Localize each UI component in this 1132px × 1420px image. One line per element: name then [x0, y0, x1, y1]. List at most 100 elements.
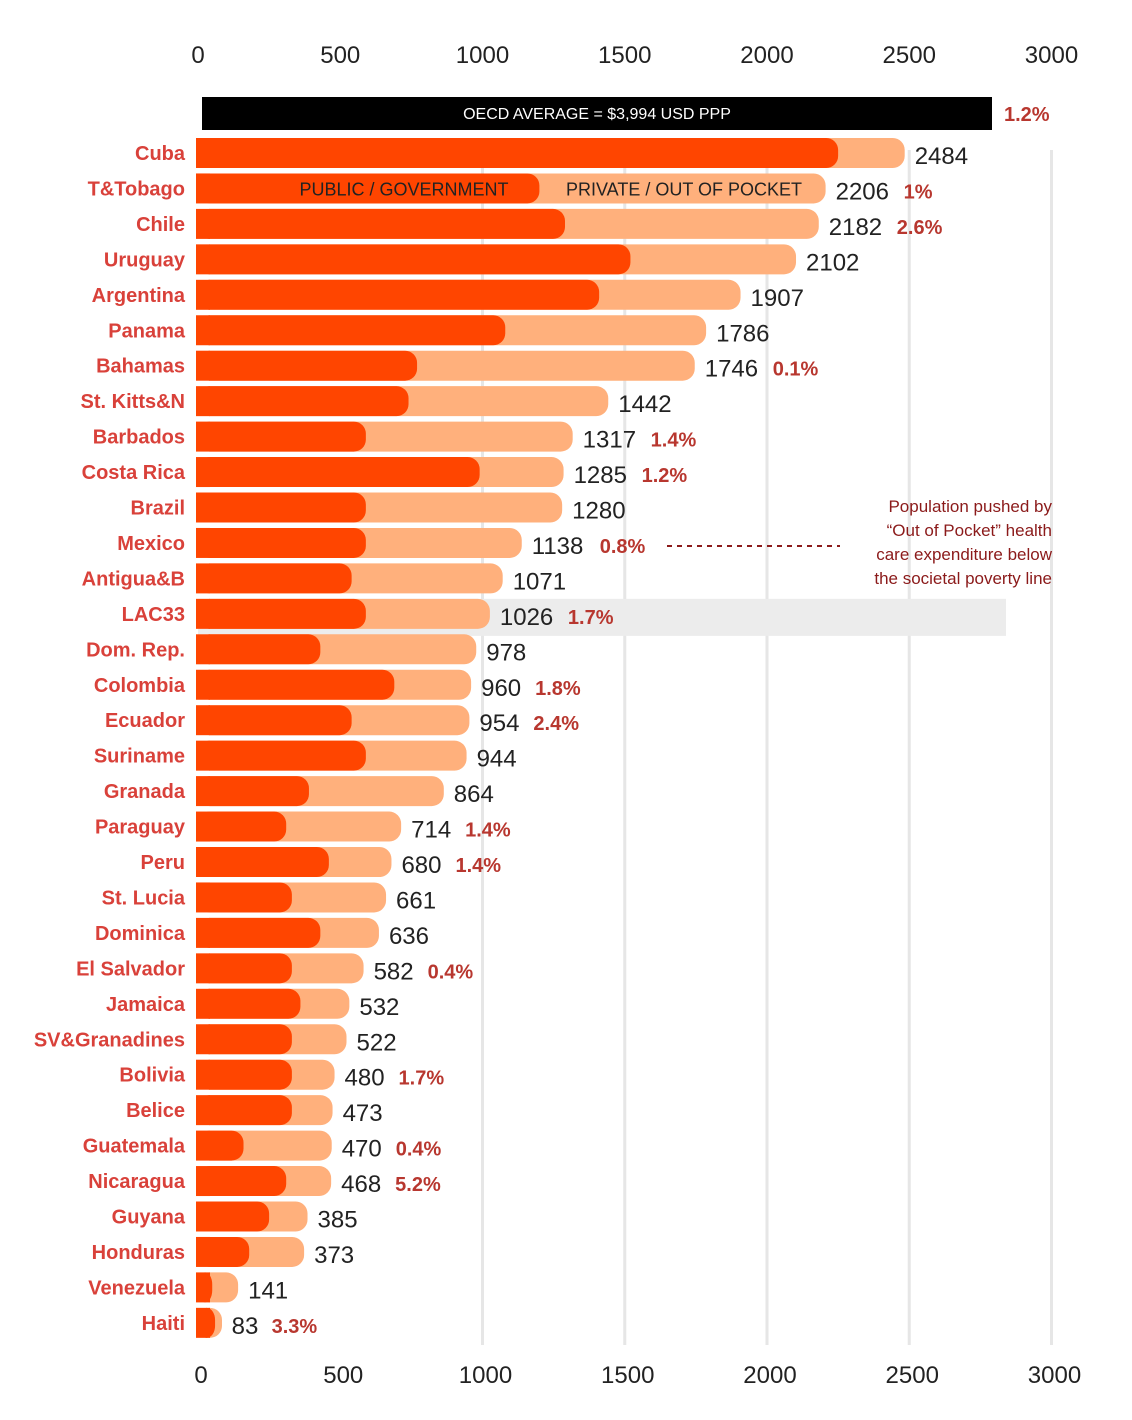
bar-segment-public: [198, 315, 506, 346]
bar-segment-public: [198, 634, 321, 665]
country-label: T&Tobago: [88, 178, 185, 200]
total-value-label: 944: [477, 746, 517, 773]
bar-row: T&Tobago 2206 1%: [88, 173, 933, 205]
bar-row: Dominica 636: [95, 917, 429, 950]
country-label: Suriname: [94, 746, 185, 768]
bar-segment-public-cap: [196, 740, 210, 771]
x-tick-label-top: 1500: [598, 42, 651, 69]
legend-public-label: PUBLIC / GOVERNMENT: [299, 179, 508, 199]
bar-row: Paraguay 714 1.4%: [95, 811, 511, 844]
bar-segment-public-cap: [196, 315, 210, 346]
country-label: Argentina: [92, 285, 186, 307]
x-tick-label-top: 1000: [456, 42, 509, 69]
oecd-average-pct: 1.2%: [1004, 104, 1050, 126]
annotation-line: “Out of Pocket” health: [887, 521, 1052, 540]
total-value-label: 532: [359, 994, 399, 1021]
bar-row: Mexico 1138 0.8%: [117, 527, 646, 560]
poverty-pct-label: 2.4%: [533, 713, 579, 735]
total-value-label: 960: [481, 675, 521, 702]
oecd-average-label: OECD AVERAGE = $3,994 USD PPP: [463, 106, 731, 123]
bar-segment-public: [198, 847, 329, 877]
bar-row: Colombia 960 1.8%: [94, 669, 581, 702]
country-label: Chile: [136, 214, 185, 236]
total-value-label: 582: [374, 958, 414, 985]
x-tick-label-top: 2000: [740, 42, 793, 69]
bar-row: Cuba 2484: [135, 138, 968, 170]
legend: PUBLIC / GOVERNMENT PRIVATE / OUT OF POC…: [299, 179, 802, 199]
bar-segment-public-cap: [196, 1095, 210, 1126]
bar-segment-public: [198, 1024, 292, 1055]
bar-segment-public: [198, 279, 600, 310]
bar-segment-public-cap: [196, 1236, 210, 1267]
x-tick-label-top: 3000: [1025, 42, 1078, 69]
top-axis: 0 500 1000 1500 2000 2500 3000: [191, 42, 1078, 69]
total-value-label: 954: [479, 710, 519, 737]
country-label: Honduras: [92, 1242, 185, 1264]
bottom-axis: 0 500 1000 1500 2000 2500 3000: [194, 1362, 1081, 1389]
bar-segment-public: [198, 953, 292, 984]
bar-segment-public-cap: [196, 457, 210, 488]
x-tick-label-bottom: 500: [323, 1362, 363, 1389]
bar-row: Belice 473: [126, 1095, 383, 1127]
bar-row: Peru 680 1.4%: [141, 847, 501, 879]
bar-row: Brazil 1280: [131, 492, 626, 525]
bar-row: Guyana 385: [112, 1201, 358, 1234]
bar-row: Suriname 944: [94, 740, 517, 773]
bar-segment-public-cap: [196, 634, 210, 665]
country-label: Bahamas: [96, 356, 185, 378]
bar-segment-public-cap: [196, 386, 210, 417]
bar-row: Chile 2182 2.6%: [136, 208, 943, 241]
x-tick-label-bottom: 3000: [1028, 1362, 1081, 1389]
total-value-label: 2182: [829, 214, 882, 241]
bar-row: Bahamas 1746 0.1%: [96, 350, 819, 383]
oecd-average-rect: [202, 97, 992, 130]
bars: Cuba 2484 T&Tobago 2206 1% Chile 2182 2.6% Urugu…: [34, 138, 968, 1340]
total-value-label: 978: [486, 639, 526, 666]
country-label: Antigua&B: [82, 568, 185, 590]
bar-row: Costa Rica 1285 1.2%: [82, 457, 687, 489]
x-tick-label-bottom: 2000: [743, 1362, 796, 1389]
bar-segment-public: [198, 1166, 287, 1197]
bar-row: Ecuador 954 2.4%: [105, 705, 579, 737]
bar-segment-public-cap: [196, 953, 210, 984]
total-value-label: 373: [314, 1242, 354, 1269]
bar-row: Panama 1786: [108, 315, 770, 347]
legend-private-label: PRIVATE / OUT OF POCKET: [566, 179, 802, 199]
bar-segment-public: [198, 705, 352, 736]
country-label: Panama: [108, 320, 186, 342]
total-value-label: 1071: [513, 568, 566, 595]
bar-segment-public-cap: [196, 1130, 210, 1161]
country-label: Peru: [141, 852, 185, 874]
bar-segment-public: [198, 669, 395, 700]
bar-segment-public-cap: [196, 917, 210, 948]
bar-segment-public-cap: [196, 173, 210, 204]
country-label: Granada: [104, 781, 186, 803]
country-label: Venezuela: [88, 1277, 186, 1299]
total-value-label: 1786: [716, 320, 769, 347]
bar-row: St. Kitts&N 1442: [81, 386, 672, 418]
x-tick-label-bottom: 1500: [601, 1362, 654, 1389]
bar-segment-public-cap: [196, 138, 210, 168]
poverty-pct-label: 3.3%: [272, 1316, 318, 1338]
total-value-label: 1907: [751, 285, 804, 312]
total-value-label: 141: [248, 1277, 288, 1304]
bar-segment-public: [198, 811, 287, 842]
bar-segment-public-cap: [196, 421, 210, 452]
bar-segment-public: [198, 421, 366, 452]
bar-segment-public: [198, 988, 301, 1019]
country-label: Jamaica: [106, 994, 186, 1016]
bar-row: SV&Granadines 522: [34, 1024, 397, 1056]
bar-segment-public: [198, 1201, 270, 1232]
bar-segment-public: [198, 882, 292, 913]
bar-segment-public: [198, 1236, 250, 1267]
x-tick-label-bottom: 0: [194, 1362, 207, 1389]
total-value-label: 522: [357, 1029, 397, 1056]
total-value-label: 1317: [583, 427, 636, 454]
country-label: Cuba: [135, 143, 186, 165]
gridlines: [481, 150, 1053, 1345]
poverty-pct-label: 1.4%: [465, 820, 511, 842]
bar-segment-public: [198, 917, 321, 948]
total-value-label: 480: [345, 1065, 385, 1092]
bar-segment-public-cap: [196, 279, 210, 310]
